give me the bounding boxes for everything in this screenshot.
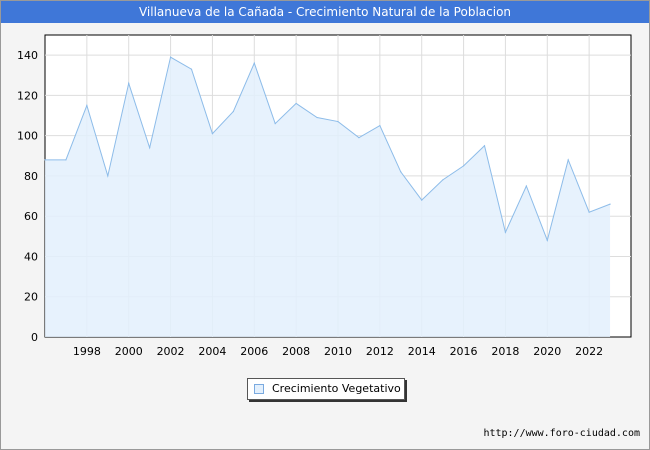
legend: Crecimiento Vegetativo [247, 378, 405, 400]
data-point [462, 165, 465, 167]
data-point [567, 159, 569, 161]
y-tick-label: 20 [24, 291, 38, 304]
x-tick-label: 2002 [157, 345, 185, 358]
data-point [65, 159, 67, 161]
data-point [379, 125, 381, 127]
data-point [149, 147, 151, 149]
data-point [86, 104, 88, 107]
data-point [107, 175, 109, 177]
data-point [337, 120, 339, 123]
x-tick-label: 2010 [324, 345, 352, 358]
x-tick-label: 2014 [408, 345, 436, 358]
data-point [190, 68, 193, 70]
data-point [504, 231, 507, 233]
x-tick-label: 2020 [533, 345, 561, 358]
x-tick-label: 2006 [240, 345, 268, 358]
x-axis-ticks: 1998 2000 2002 2004 2006 2008 2010 2012 2014 2016… [73, 345, 603, 358]
data-point [546, 239, 548, 241]
x-tick-label: 1998 [73, 345, 101, 358]
y-tick-label: 60 [24, 210, 38, 223]
series-fill [45, 57, 611, 338]
data-point [274, 122, 276, 125]
y-tick-label: 140 [17, 49, 38, 62]
y-tick-label: 120 [17, 89, 38, 102]
data-point [442, 179, 444, 181]
data-point [588, 211, 590, 213]
data-point [295, 102, 297, 105]
data-point [483, 145, 486, 147]
data-point [358, 137, 360, 139]
data-point [253, 62, 255, 64]
x-tick-label: 2008 [282, 345, 310, 358]
data-point [169, 56, 172, 58]
data-point [609, 203, 611, 205]
chart-title: Villanueva de la Cañada - Crecimiento Na… [1, 1, 649, 23]
x-tick-label: 2004 [198, 345, 226, 358]
data-point [44, 159, 46, 161]
data-point [400, 171, 402, 173]
x-tick-label: 2012 [366, 345, 394, 358]
x-tick-label: 2018 [491, 345, 519, 358]
y-tick-label: 100 [17, 130, 38, 143]
source-url: http://www.foro-ciudad.com [483, 428, 640, 439]
x-tick-label: 2016 [450, 345, 478, 358]
x-tick-label: 2000 [115, 345, 143, 358]
data-point [316, 116, 318, 119]
data-point [128, 82, 130, 84]
y-tick-label: 0 [31, 331, 38, 344]
series-line [45, 56, 611, 242]
legend-label: Crecimiento Vegetativo [272, 382, 401, 395]
y-tick-label: 80 [24, 170, 38, 183]
y-tick-label: 40 [24, 250, 38, 263]
data-point [232, 110, 234, 113]
x-tick-label: 2022 [575, 345, 603, 358]
data-point [211, 133, 214, 135]
y-axis-ticks: 0 20 40 60 80 100 120 140 [17, 49, 38, 344]
legend-swatch [254, 384, 264, 394]
data-point [421, 199, 423, 201]
data-point [525, 185, 527, 187]
series-area [44, 56, 611, 338]
